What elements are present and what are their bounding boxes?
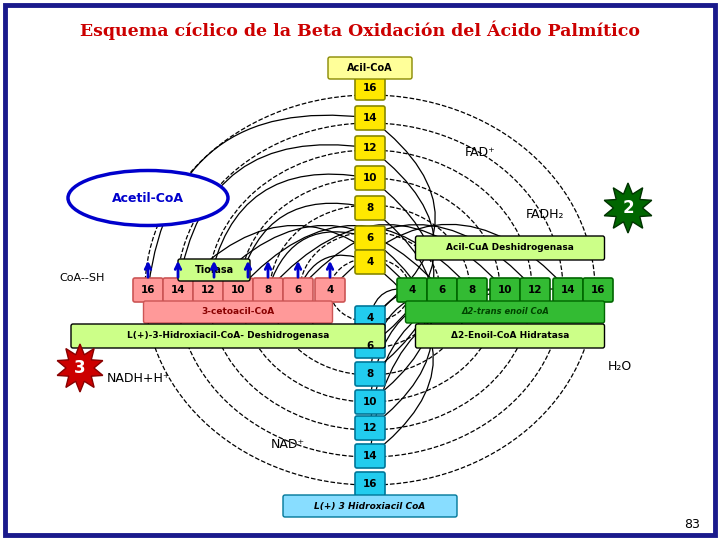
FancyBboxPatch shape [355, 250, 385, 274]
Text: Esquema cíclico de la Beta Oxidación del Ácido Palmítico: Esquema cíclico de la Beta Oxidación del… [80, 20, 640, 40]
FancyBboxPatch shape [355, 472, 385, 496]
Text: 10: 10 [498, 285, 512, 295]
Text: 10: 10 [230, 285, 246, 295]
Text: NAD⁺: NAD⁺ [271, 437, 305, 450]
FancyBboxPatch shape [283, 278, 313, 302]
Text: 8: 8 [366, 369, 374, 379]
Ellipse shape [68, 171, 228, 226]
Text: L(+)-3-Hidroxiacil-CoA- Deshidrogenasa: L(+)-3-Hidroxiacil-CoA- Deshidrogenasa [127, 332, 329, 341]
FancyBboxPatch shape [315, 278, 345, 302]
Text: 16: 16 [363, 83, 377, 93]
FancyBboxPatch shape [71, 324, 385, 348]
Text: 8: 8 [469, 285, 476, 295]
FancyBboxPatch shape [163, 278, 193, 302]
Text: L(+) 3 Hidroxiacil CoA: L(+) 3 Hidroxiacil CoA [315, 502, 426, 510]
Text: FADH₂: FADH₂ [526, 208, 564, 221]
FancyBboxPatch shape [355, 166, 385, 190]
Text: 14: 14 [171, 285, 185, 295]
Text: 4: 4 [326, 285, 333, 295]
Polygon shape [604, 183, 652, 233]
FancyBboxPatch shape [283, 495, 457, 517]
FancyBboxPatch shape [355, 390, 385, 414]
Text: 4: 4 [408, 285, 415, 295]
FancyBboxPatch shape [427, 278, 457, 302]
Text: 6: 6 [366, 341, 374, 351]
Text: Δ2-Enoil-CoA Hidratasa: Δ2-Enoil-CoA Hidratasa [451, 332, 570, 341]
Text: 16: 16 [140, 285, 156, 295]
FancyBboxPatch shape [355, 76, 385, 100]
FancyBboxPatch shape [133, 278, 163, 302]
FancyBboxPatch shape [355, 334, 385, 358]
FancyBboxPatch shape [553, 278, 583, 302]
Text: H₂O: H₂O [608, 360, 632, 373]
FancyBboxPatch shape [143, 301, 333, 323]
Text: 83: 83 [684, 517, 700, 530]
Text: Tiolasa: Tiolasa [194, 265, 233, 275]
Text: 12: 12 [528, 285, 542, 295]
FancyBboxPatch shape [405, 301, 605, 323]
FancyBboxPatch shape [397, 278, 427, 302]
FancyBboxPatch shape [178, 259, 250, 281]
FancyBboxPatch shape [355, 306, 385, 330]
Text: 8: 8 [264, 285, 271, 295]
Text: 4: 4 [366, 257, 374, 267]
FancyBboxPatch shape [355, 226, 385, 250]
Text: Acil-CoA: Acil-CoA [347, 63, 393, 73]
Text: CoA--SH: CoA--SH [59, 273, 104, 283]
Text: FAD⁺: FAD⁺ [464, 145, 495, 159]
FancyBboxPatch shape [253, 278, 283, 302]
Text: NADH+H⁺: NADH+H⁺ [107, 372, 170, 384]
FancyBboxPatch shape [355, 136, 385, 160]
Text: 2: 2 [622, 199, 634, 217]
Text: 14: 14 [363, 113, 377, 123]
FancyBboxPatch shape [355, 362, 385, 386]
FancyBboxPatch shape [415, 236, 605, 260]
Text: 10: 10 [363, 397, 377, 407]
Text: 6: 6 [294, 285, 302, 295]
Text: 8: 8 [366, 203, 374, 213]
FancyBboxPatch shape [490, 278, 520, 302]
Polygon shape [57, 344, 103, 392]
Text: 3-cetoacil-CoA: 3-cetoacil-CoA [202, 307, 274, 316]
Text: 4: 4 [366, 313, 374, 323]
FancyBboxPatch shape [223, 278, 253, 302]
Text: Acil-CuA Deshidrogenasa: Acil-CuA Deshidrogenasa [446, 244, 574, 253]
FancyBboxPatch shape [5, 5, 715, 535]
Text: 12: 12 [363, 143, 377, 153]
FancyBboxPatch shape [355, 196, 385, 220]
Text: 6: 6 [438, 285, 446, 295]
Text: 3: 3 [74, 359, 86, 377]
Text: Δ2-trans enoil CoA: Δ2-trans enoil CoA [461, 307, 549, 316]
FancyBboxPatch shape [583, 278, 613, 302]
FancyBboxPatch shape [415, 324, 605, 348]
Text: 6: 6 [366, 233, 374, 243]
FancyBboxPatch shape [457, 278, 487, 302]
Text: 14: 14 [561, 285, 575, 295]
Text: 12: 12 [363, 423, 377, 433]
FancyBboxPatch shape [520, 278, 550, 302]
Text: 16: 16 [590, 285, 606, 295]
FancyBboxPatch shape [193, 278, 223, 302]
FancyBboxPatch shape [328, 57, 412, 79]
Text: Acetil-CoA: Acetil-CoA [112, 192, 184, 205]
FancyBboxPatch shape [355, 416, 385, 440]
Text: 14: 14 [363, 451, 377, 461]
Text: 16: 16 [363, 479, 377, 489]
Text: 12: 12 [201, 285, 215, 295]
FancyBboxPatch shape [355, 106, 385, 130]
FancyBboxPatch shape [355, 444, 385, 468]
Text: 10: 10 [363, 173, 377, 183]
